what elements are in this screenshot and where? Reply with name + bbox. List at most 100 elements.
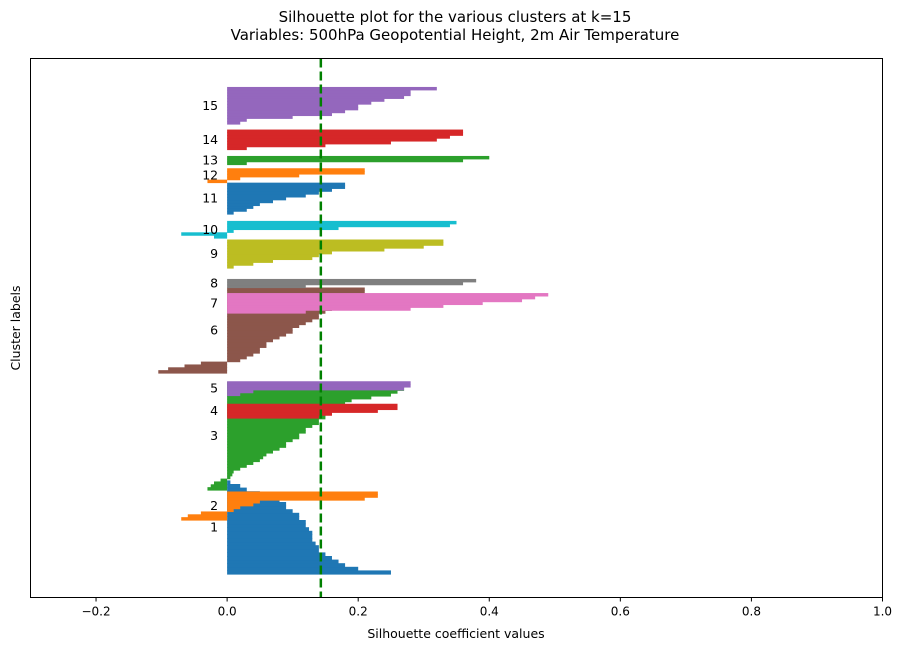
- x-tick-label: 0.0: [218, 605, 237, 619]
- silhouette-bar: [227, 335, 280, 340]
- silhouette-bar: [227, 559, 339, 564]
- silhouette-bar: [214, 481, 228, 485]
- silhouette-bar: [227, 500, 260, 504]
- silhouette-bar: [227, 338, 273, 343]
- silhouette-bar: [227, 467, 241, 471]
- cluster-3-bars: [207, 381, 405, 491]
- silhouette-bar: [227, 355, 247, 360]
- cluster-label-6: 6: [210, 323, 218, 338]
- cluster-label-5: 5: [210, 381, 218, 396]
- silhouette-bar: [227, 341, 267, 346]
- silhouette-bar: [227, 86, 437, 91]
- y-axis-label: Cluster labels: [8, 285, 23, 370]
- silhouette-bar: [227, 509, 293, 514]
- silhouette-bar: [227, 472, 233, 477]
- silhouette-bar: [227, 95, 405, 99]
- silhouette-bar: [200, 361, 228, 366]
- cluster-14-bars: [227, 129, 464, 151]
- silhouette-bar: [227, 89, 411, 94]
- silhouette-bar: [184, 364, 228, 368]
- silhouette-bar: [227, 101, 372, 105]
- silhouette-bar: [227, 424, 313, 428]
- cluster-11-bars: [227, 182, 346, 215]
- silhouette-bar: [227, 293, 549, 297]
- cluster-label-4: 4: [210, 403, 218, 418]
- silhouette-bar: [227, 143, 326, 148]
- cluster-label-10: 10: [202, 222, 218, 237]
- silhouette-bar: [227, 520, 306, 525]
- silhouette-bar: [227, 421, 319, 426]
- silhouette-bar: [210, 484, 228, 488]
- silhouette-bar: [227, 318, 313, 323]
- cluster-label-1: 1: [210, 520, 218, 535]
- silhouette-bar: [158, 370, 228, 374]
- silhouette-bar: [227, 530, 313, 535]
- cluster-4-bars: [227, 403, 398, 419]
- chart-title: Silhouette plot for the various clusters…: [279, 8, 632, 26]
- x-tick-label: 0.6: [611, 605, 630, 619]
- silhouette-bar: [227, 182, 346, 187]
- silhouette-bar: [227, 390, 398, 394]
- silhouette-bar: [227, 307, 411, 311]
- silhouette-bar: [227, 384, 411, 388]
- silhouette-bar: [227, 92, 411, 97]
- silhouette-bar: [227, 435, 300, 440]
- silhouette-bar: [227, 239, 444, 243]
- cluster-label-7: 7: [210, 295, 218, 310]
- silhouette-bar: [227, 447, 280, 451]
- silhouette-bar: [227, 484, 241, 489]
- silhouette-bar: [227, 392, 241, 397]
- silhouette-bar: [227, 168, 365, 172]
- silhouette-bar: [227, 502, 287, 507]
- bars-layer: [158, 86, 549, 575]
- silhouette-bar: [227, 313, 319, 317]
- silhouette-bar: [227, 502, 254, 507]
- silhouette-bar: [227, 389, 254, 394]
- silhouette-bar: [227, 491, 378, 495]
- silhouette-bar: [227, 505, 287, 510]
- silhouette-bar: [227, 290, 365, 294]
- silhouette-bar: [227, 173, 300, 178]
- silhouette-bar: [207, 487, 228, 491]
- silhouette-bar: [227, 129, 464, 133]
- silhouette-bar: [227, 256, 313, 261]
- silhouette-bar: [227, 330, 293, 334]
- silhouette-bar: [227, 298, 523, 303]
- silhouette-bar: [227, 347, 260, 351]
- silhouette-bar: [227, 450, 273, 454]
- silhouette-bar: [227, 353, 254, 357]
- silhouette-bar: [227, 494, 378, 498]
- silhouette-bar: [227, 158, 464, 163]
- silhouette-bar: [227, 185, 346, 189]
- silhouette-bar: [227, 527, 310, 532]
- silhouette-bar: [227, 401, 346, 406]
- silhouette-bar: [227, 295, 536, 300]
- silhouette-bar: [227, 327, 293, 331]
- silhouette-bar: [227, 245, 424, 249]
- silhouette-bar: [227, 194, 306, 198]
- silhouette-bar: [227, 188, 332, 192]
- chart-subtitle: Variables: 500hPa Geopotential Height, 2…: [231, 26, 680, 44]
- cluster-15-bars: [227, 86, 437, 125]
- silhouette-bar: [227, 140, 391, 145]
- silhouette-bar: [227, 278, 477, 283]
- silhouette-bar: [227, 350, 260, 354]
- cluster-12-bars: [207, 168, 365, 184]
- silhouette-bar: [227, 161, 247, 166]
- silhouette-bar: [227, 552, 326, 557]
- silhouette-bar: [227, 548, 319, 553]
- silhouette-bar: [181, 517, 228, 521]
- silhouette-bar: [227, 242, 444, 246]
- silhouette-bar: [227, 452, 267, 457]
- silhouette-bar: [227, 415, 319, 419]
- silhouette-bar: [227, 146, 247, 151]
- cluster-1-bars: [227, 480, 391, 575]
- silhouette-bar: [227, 265, 234, 269]
- silhouette-bar: [227, 132, 464, 136]
- silhouette-bar: [181, 232, 228, 236]
- silhouette-bar: [220, 478, 228, 483]
- silhouette-bar: [227, 570, 391, 575]
- silhouette-bar: [227, 250, 332, 255]
- silhouette-bar: [227, 287, 365, 291]
